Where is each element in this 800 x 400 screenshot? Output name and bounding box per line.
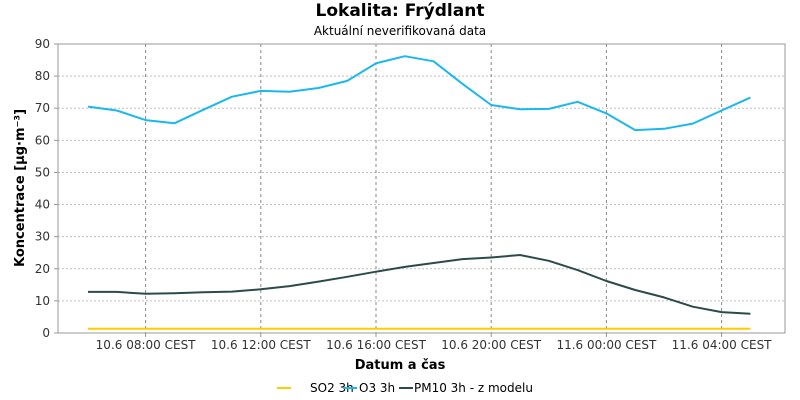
y-tick-label: 70 [35, 101, 50, 115]
series-line-2 [87, 55, 751, 132]
plot-area [57, 43, 786, 334]
x-tick-label: 10.6 08:00 CEST [96, 338, 197, 352]
series-lines [87, 55, 751, 330]
x-tick-label: 10.6 12:00 CEST [211, 338, 312, 352]
y-tick-label: 80 [35, 69, 50, 83]
y-tick-label: 10 [35, 294, 50, 308]
y-axis-title: Koncentrace [µg·m⁻³] [13, 109, 28, 267]
x-axis-title: Datum a čas [355, 358, 446, 373]
legend-label: SO2 3h [310, 381, 354, 395]
x-tick-label: 10.6 20:00 CEST [441, 338, 542, 352]
y-tick-label: 0 [42, 326, 50, 340]
legend-label: PM10 3h - z modelu [414, 381, 533, 395]
x-tick-label: 11.6 00:00 CEST [556, 338, 657, 352]
x-tick-label: 10.6 16:00 CEST [326, 338, 427, 352]
chart-title: Lokalita: Frýdlant [315, 1, 485, 21]
y-tick-label: 90 [35, 37, 50, 51]
y-tick-label: 30 [35, 230, 50, 244]
series-line-3 [88, 254, 751, 315]
legend-label: O3 3h [359, 381, 395, 395]
axes: 0 10 20 30 40 50 60 70 80 90 10.6 08:00 CEST 10.6 1… [35, 37, 772, 352]
y-tick-label: 60 [35, 133, 50, 147]
x-tick-label: 11.6 04:00 CEST [672, 338, 773, 352]
y-tick-label: 40 [35, 198, 50, 212]
legend: SO2 3h O3 3h PM10 3h - z modelu [277, 381, 533, 395]
chart-subtitle: Aktuální neverifikovaná data [313, 24, 487, 38]
y-tick-label: 20 [35, 262, 50, 276]
grid [58, 44, 785, 333]
y-tick-label: 50 [35, 165, 50, 179]
